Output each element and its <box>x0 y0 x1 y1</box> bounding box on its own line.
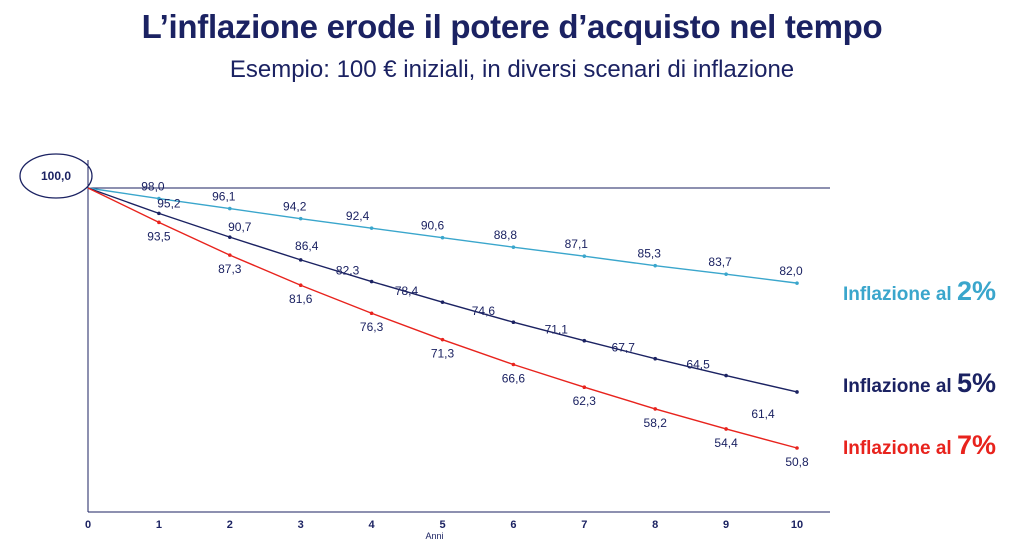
data-label-i7-4: 76,3 <box>360 320 384 334</box>
data-label-i5-7: 71,1 <box>545 323 569 337</box>
data-point-i5-9 <box>724 373 728 378</box>
data-point-i2-4 <box>369 226 374 230</box>
data-label-i2-7: 87,1 <box>565 237 589 251</box>
data-label-i2-3: 94,2 <box>283 200 307 214</box>
data-point-i2-7 <box>582 254 587 258</box>
series-line-i2 <box>87 187 798 284</box>
data-label-i2-1: 98,0 <box>141 180 165 194</box>
data-point-i7-2 <box>228 253 232 257</box>
data-label-i2-5: 90,6 <box>421 219 445 233</box>
data-label-i5-1: 95,2 <box>157 196 181 210</box>
legend-pct-7: 7% <box>956 430 996 460</box>
x-axis-title: Anni <box>425 531 443 541</box>
data-label-i2-10: 82,0 <box>779 264 803 278</box>
x-tick-label-2: 2 <box>227 519 233 531</box>
data-point-i7-1 <box>157 220 161 225</box>
data-point-i2-2 <box>228 206 232 211</box>
data-point-i7-6 <box>511 362 516 367</box>
data-point-i7-9 <box>724 427 728 431</box>
data-label-i5-9: 64,5 <box>686 358 710 372</box>
legend-inflazione-7: Inflazione al 7% <box>843 430 996 461</box>
data-label-i5-3: 86,4 <box>295 239 319 253</box>
data-label-i5-2: 90,7 <box>228 220 252 234</box>
start-value-ellipse <box>19 153 93 199</box>
x-tick-label-4: 4 <box>369 519 376 531</box>
data-point-i7-5 <box>440 337 445 342</box>
x-tick-label-5: 5 <box>439 519 445 531</box>
data-point-i7-10 <box>795 446 799 450</box>
legend-pct-2: 2% <box>956 276 996 306</box>
data-label-i2-8: 85,3 <box>638 247 662 261</box>
data-point-i7-3 <box>298 283 303 288</box>
data-point-i5-7 <box>582 338 587 343</box>
data-label-i7-10: 50,8 <box>785 455 809 469</box>
data-point-i7-7 <box>582 385 587 390</box>
data-label-i2-6: 88,8 <box>494 228 518 242</box>
legend-inflazione-2: Inflazione al 2% <box>843 276 996 307</box>
data-point-i5-2 <box>228 235 232 239</box>
x-tick-label-7: 7 <box>581 519 587 531</box>
data-label-i7-1: 93,5 <box>147 229 171 243</box>
data-point-i5-8 <box>653 356 657 361</box>
data-point-i2-1 <box>157 196 161 201</box>
data-point-i2-9 <box>724 272 728 276</box>
data-point-i5-5 <box>440 300 445 304</box>
data-label-i2-4: 92,4 <box>346 209 370 223</box>
data-point-i5-6 <box>511 320 516 325</box>
chart-subtitle: Esempio: 100 € iniziali, in diversi scen… <box>229 56 795 83</box>
x-tick-label-3: 3 <box>298 519 304 531</box>
data-point-i2-3 <box>298 216 303 221</box>
data-point-i5-3 <box>298 258 303 262</box>
data-point-i7-4 <box>369 311 374 316</box>
data-label-i5-10: 61,4 <box>751 407 775 421</box>
data-label-i7-5: 71,3 <box>431 347 455 361</box>
data-point-i7-8 <box>653 407 657 411</box>
x-tick-label-0: 0 <box>85 519 91 531</box>
data-label-i7-8: 58,2 <box>644 416 668 430</box>
data-point-i2-10 <box>795 281 799 285</box>
legend-text-5: Inflazione al <box>842 376 957 397</box>
data-point-i5-1 <box>157 211 161 216</box>
x-tick-label-8: 8 <box>652 519 658 531</box>
x-tick-label-1: 1 <box>156 519 162 531</box>
x-tick-label-9: 9 <box>723 519 729 531</box>
chart-title: L’inflazione erode il potere d’acquisto … <box>141 8 883 45</box>
data-label-i2-2: 96,1 <box>212 190 236 204</box>
legend-text-2: Inflazione al <box>842 284 957 305</box>
legend-pct-5: 5% <box>956 368 996 398</box>
data-label-i5-5: 78,4 <box>395 284 419 298</box>
legend-text-7: Inflazione al <box>842 438 957 459</box>
data-label-i7-6: 66,6 <box>502 372 526 386</box>
start-value-label: 100,0 <box>41 169 71 183</box>
data-label-i7-2: 87,3 <box>218 262 242 276</box>
data-label-i5-4: 82,3 <box>336 264 360 278</box>
data-label-i5-8: 67,7 <box>612 341 636 355</box>
legend-inflazione-5: Inflazione al 5% <box>843 368 996 399</box>
data-point-i5-10 <box>795 390 799 394</box>
data-point-i5-4 <box>369 279 374 284</box>
data-label-i7-3: 81,6 <box>289 292 313 306</box>
data-label-i7-9: 54,4 <box>714 436 738 450</box>
data-label-i2-9: 83,7 <box>708 255 732 269</box>
data-point-i2-8 <box>653 263 657 268</box>
x-tick-label-6: 6 <box>510 519 516 531</box>
data-label-i7-7: 62,3 <box>573 394 597 408</box>
x-tick-label-10: 10 <box>791 519 803 531</box>
data-point-i2-6 <box>511 245 516 249</box>
data-point-i2-5 <box>440 235 445 240</box>
data-label-i5-6: 74,6 <box>472 304 496 318</box>
